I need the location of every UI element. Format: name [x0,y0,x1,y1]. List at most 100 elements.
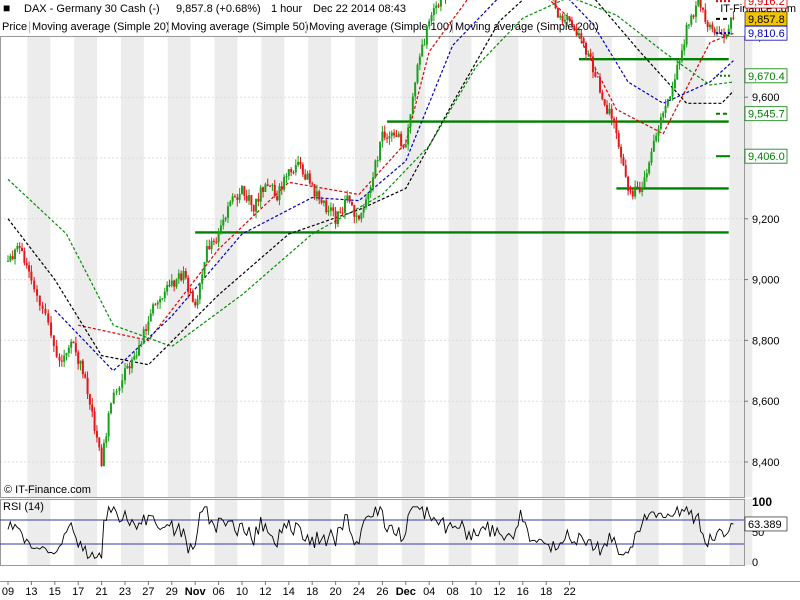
candle-body [33,280,36,290]
candle-body [93,411,96,431]
day-band [635,36,659,497]
candle-body [386,137,389,139]
candle-body [217,231,220,243]
candle-body [360,212,363,220]
candle-body [243,186,246,196]
day-band [167,499,191,565]
day-band [355,499,378,565]
day-band [74,499,98,565]
day-band [635,499,659,565]
candle-body [627,176,630,191]
candle-body [112,392,115,404]
candle-body [645,173,648,178]
candle-body [690,15,693,25]
candle-body [175,279,178,287]
day-band [542,499,566,565]
x-tick-label: 26 [376,586,388,598]
candle-body [577,33,580,36]
candle-body [697,0,700,6]
candle-body [67,347,70,353]
x-tick-label: 18 [540,586,552,598]
candle-body [575,30,578,36]
candle-body [292,172,295,174]
candle-body [699,0,702,8]
candle-body [666,99,669,106]
instrument-name: DAX - Germany 30 Cash (-) [24,3,160,15]
candle-body [631,190,634,197]
candle-body [584,43,587,55]
timestamp: Dec 22 2014 08:43 [313,3,406,15]
candle-body [346,195,349,200]
candle-body [592,56,594,73]
candle-body [343,199,346,213]
candle-body [285,176,288,178]
level-label: 9,810.6 [748,28,785,40]
timeframe: 1 hour [271,3,303,15]
candle-body [687,24,690,26]
candle-body [566,16,569,20]
legend-sma100: Moving average (Simple 100) [306,21,455,33]
candle-body [355,215,358,217]
candle-body [212,240,215,242]
day-band [27,36,51,497]
candle-body [166,285,169,292]
candle-body [381,131,384,142]
candle-body [81,360,84,375]
candle-body [369,187,372,193]
candle-body [372,177,375,188]
day-band [589,36,612,497]
candle-body [23,250,26,263]
candle-body [44,308,47,314]
candle-body [432,8,435,16]
x-tick-label: 13 [25,586,37,598]
candle-body [250,195,253,206]
candle-body [395,135,398,137]
x-tick-label: 12 [493,586,505,598]
candle-body [163,291,166,299]
candle-body [652,140,655,152]
y-tick-label: 8,400 [752,457,780,469]
candle-body [60,360,63,362]
x-tick-label: 06 [212,586,224,598]
day-band [495,499,519,565]
candle-body [208,246,211,250]
day-band [167,36,191,497]
candle-body [713,28,716,34]
candle-body [711,24,714,29]
day-band [308,499,332,565]
candle-body [563,19,566,22]
candle-body [287,169,290,177]
candle-body [402,146,405,148]
x-tick-label: 17 [72,586,84,598]
candle-body [255,198,258,212]
candle-body [336,211,339,225]
candle-body [313,184,316,197]
candle-body [587,53,590,55]
candle-body [601,92,604,100]
x-tick-label: 18 [306,586,318,598]
candle-body [65,352,68,356]
rsi-tick-label: 100 [752,495,772,509]
legend-sma20: Moving average (Simple 20) [29,21,172,33]
candle-body [210,240,213,250]
candle-body [435,5,438,9]
candle-body [706,21,709,28]
level-tag [744,106,788,122]
candle-body [252,205,255,212]
candle-body [320,199,323,203]
candle-body [358,215,360,220]
candle-body [301,164,304,175]
x-tick-label: 04 [423,586,435,598]
header-marker: ■ [3,1,11,15]
candle-body [306,173,309,180]
candle-body [259,187,262,202]
candle-body [423,44,426,46]
candle-body [671,87,674,97]
day-band [682,499,706,565]
candle-body [327,210,330,213]
candle-body [203,262,206,275]
candle-body [657,128,660,136]
candle-body [294,165,297,173]
candle-body [266,184,269,186]
